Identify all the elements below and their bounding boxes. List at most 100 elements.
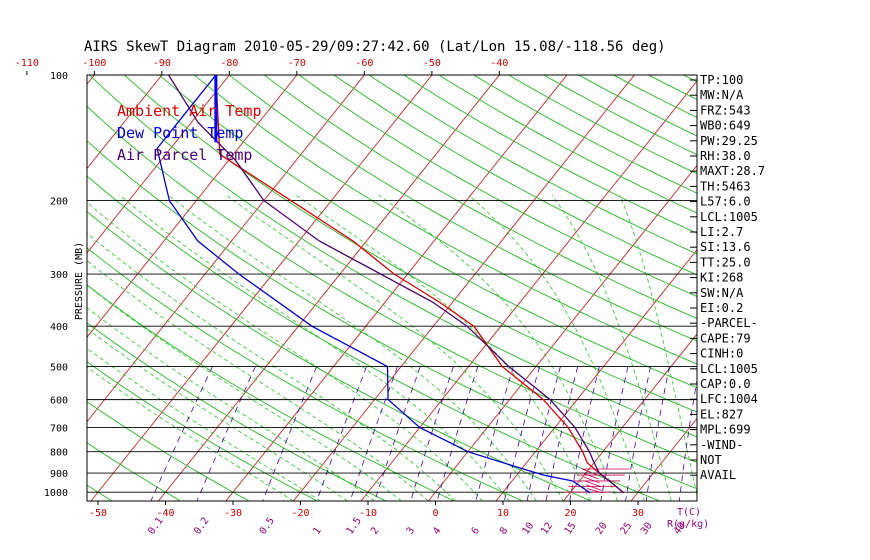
pressure-tick-label: 1000: [44, 488, 68, 499]
dry-adiabat-line: [87, 105, 697, 463]
dry-adiabat-line: [228, 75, 697, 342]
moist-adiabat-line: [87, 347, 321, 501]
mixing-ratio-tick-label: 0.5: [258, 516, 277, 537]
isotherm-line: [158, 75, 500, 501]
pressure-tick-label: 600: [50, 396, 68, 407]
mixing-ratio-unit-label: R(g/kg): [667, 519, 709, 530]
top-tick-label: -70: [288, 58, 306, 69]
bottom-temperature-axis: -50 -40 -30 -20 -10 0 10 20 30: [89, 501, 644, 519]
panel-line: TT:25.0: [700, 255, 751, 269]
isotherm-line: [833, 56, 870, 501]
panel-line: -PARCEL-: [700, 316, 758, 330]
cape-hatch-line: [582, 468, 598, 476]
y-axis-label: PRESSURE (MB): [74, 242, 85, 320]
mixing-ratio-line: [349, 366, 398, 501]
legend-entry: Dew Point Temp: [117, 124, 243, 142]
isotherm-line: [360, 80, 697, 501]
pressure-axis-labels: 100 200 300 400 500 600 700 800 900 1000: [44, 71, 68, 499]
dry-adiabat-line: [263, 75, 697, 320]
cape-hatch-line: [582, 472, 599, 480]
mixing-ratio-line: [526, 366, 561, 501]
dry-adiabat-line: [438, 75, 697, 214]
top-tick-label: -40: [490, 58, 508, 69]
dry-adiabat-line: [158, 75, 697, 389]
dry-adiabat-line: [473, 75, 697, 194]
dry-adiabat-line: [403, 75, 697, 234]
mixing-ratio-line: [316, 366, 367, 501]
mixing-ratio-tick-label: 4: [431, 525, 443, 536]
isotherm-line: [225, 75, 568, 501]
panel-line: NOT: [700, 453, 722, 467]
dry-adiabat-line: [87, 211, 592, 501]
panel-line: MW:N/A: [700, 88, 744, 102]
moist-adiabat-line: [468, 194, 645, 501]
mixing-ratio-line: [196, 366, 256, 501]
profile-lines: [156, 75, 625, 494]
panel-line: TP:100: [700, 73, 743, 87]
panel-line: LI:2.7: [700, 225, 743, 239]
mixing-ratio-tick-label: 10: [520, 521, 536, 537]
top-tick-label: -80: [220, 58, 238, 69]
mixing-ratio-tick-label: 30: [639, 521, 655, 537]
panel-line: SW:N/A: [700, 286, 744, 300]
mixing-ratio-tick-label: 8: [498, 525, 510, 536]
plot-frame: [86, 74, 698, 502]
bottom-tick-label: -40: [156, 508, 174, 519]
top-tick-label: -60: [355, 58, 373, 69]
panel-line: -WIND-: [700, 438, 743, 452]
mixing-ratio-line: [678, 377, 697, 501]
dry-adiabat-line: [748, 56, 870, 501]
panel-line: L57:6.0: [700, 195, 751, 209]
isotherm-line: [495, 249, 697, 501]
bottom-tick-label: 0: [432, 508, 438, 519]
dry-adiabat-line: [542, 75, 697, 156]
moist-adiabat-line: [551, 194, 672, 501]
panel-line: WB0:649: [700, 119, 751, 133]
pressure-tick-label: 300: [50, 270, 68, 281]
panel-line: RH:38.0: [700, 149, 751, 163]
moist-adiabat-line: [225, 194, 564, 501]
mixing-ratio-tick-label: 2: [369, 525, 381, 536]
panel-line: LCL:1005: [700, 362, 758, 376]
cape-hatch-line: [583, 476, 600, 484]
top-tick-label: -90: [153, 58, 171, 69]
dry-adiabat-line: [782, 56, 870, 501]
dry-adiabat-line: [193, 75, 697, 365]
legend-entry: Air Parcel Temp: [117, 146, 252, 164]
dry-adiabat-line: [87, 442, 181, 501]
bottom-tick-label: 30: [632, 508, 644, 519]
mixing-ratio-tick-label: 20: [594, 521, 610, 537]
pressure-tick-label: 100: [50, 71, 68, 82]
pressure-tick-label: 700: [50, 424, 68, 435]
panel-line: CAPE:79: [700, 331, 751, 345]
ambient-air-temp-line: [215, 75, 625, 494]
mixing-ratio-line: [545, 366, 579, 501]
panel-line: SI:13.6: [700, 240, 751, 254]
panel-line: MPL:699: [700, 423, 751, 437]
moist-adiabat-line: [87, 201, 483, 501]
panel-line: KI:268: [700, 271, 743, 285]
chart-title: AIRS SkewT Diagram 2010-05-29/09:27:42.6…: [84, 39, 666, 55]
pressure-tick-label: 800: [50, 448, 68, 459]
panel-line: CINH:0: [700, 347, 743, 361]
dry-adiabat-line: [88, 75, 697, 438]
air-parcel-temp-line: [168, 75, 625, 494]
mixing-ratio-tick-label: 6: [470, 525, 482, 536]
mixing-ratio-tick-label: 0.2: [192, 516, 211, 537]
moist-adiabat-line: [87, 260, 429, 501]
dry-adiabat-line: [368, 75, 697, 255]
panel-line: LFC:1004: [700, 392, 758, 406]
isotherm-line: [293, 75, 635, 501]
panel-line: CAP:0.0: [700, 377, 751, 391]
bottom-tick-label: 10: [497, 508, 509, 519]
mixing-ratio-line: [262, 366, 317, 501]
dry-adiabat-line: [87, 140, 697, 490]
mixing-ratio-tick-label: 12: [539, 521, 555, 537]
moist-adiabat-line: [87, 284, 402, 501]
panel-line: AVAIL: [700, 468, 736, 482]
panel-line: PW:29.25: [700, 134, 758, 148]
panel-line: TH:5463: [700, 179, 751, 193]
dry-adiabat-line: [816, 56, 870, 501]
top-tick-label: -50: [423, 58, 441, 69]
